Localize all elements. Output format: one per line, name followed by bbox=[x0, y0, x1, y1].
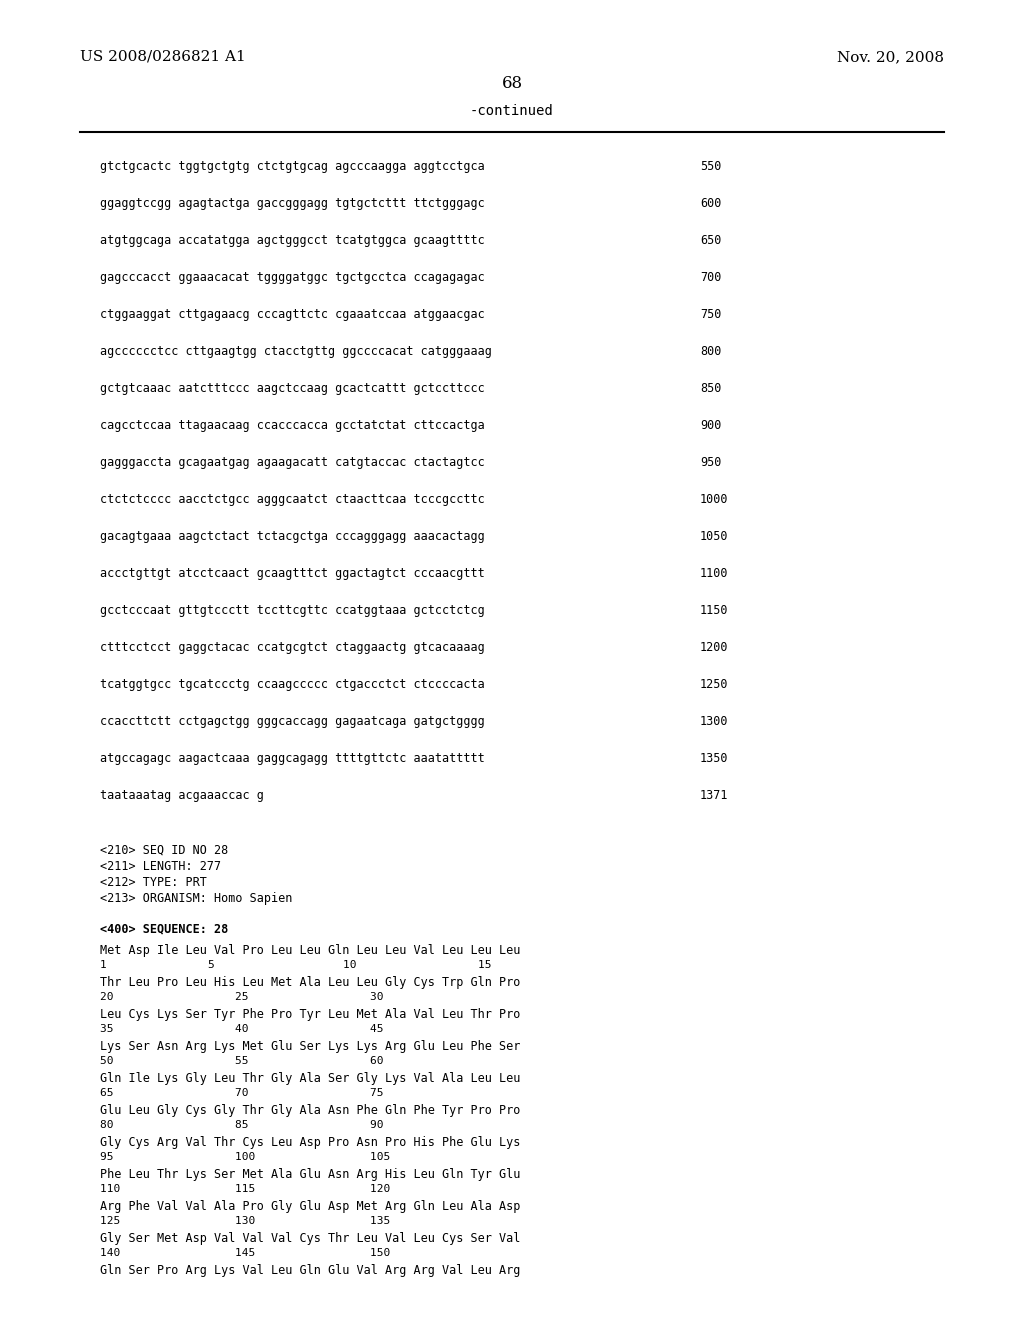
Text: tcatggtgcc tgcatccctg ccaagccccc ctgaccctct ctccccacta: tcatggtgcc tgcatccctg ccaagccccc ctgaccc… bbox=[100, 678, 484, 690]
Text: 35                  40                  45: 35 40 45 bbox=[100, 1024, 384, 1034]
Text: ctctctcccc aacctctgcc agggcaatct ctaacttcaa tcccgccttc: ctctctcccc aacctctgcc agggcaatct ctaactt… bbox=[100, 492, 484, 506]
Text: Met Asp Ile Leu Val Pro Leu Leu Gln Leu Leu Val Leu Leu Leu: Met Asp Ile Leu Val Pro Leu Leu Gln Leu … bbox=[100, 944, 520, 957]
Text: atgtggcaga accatatgga agctgggcct tcatgtggca gcaagttttc: atgtggcaga accatatgga agctgggcct tcatgtg… bbox=[100, 234, 484, 247]
Text: 1150: 1150 bbox=[700, 605, 728, 616]
Text: <400> SEQUENCE: 28: <400> SEQUENCE: 28 bbox=[100, 921, 228, 935]
Text: 950: 950 bbox=[700, 455, 721, 469]
Text: ccaccttctt cctgagctgg gggcaccagg gagaatcaga gatgctgggg: ccaccttctt cctgagctgg gggcaccagg gagaatc… bbox=[100, 715, 484, 729]
Text: 1300: 1300 bbox=[700, 715, 728, 729]
Text: 95                  100                 105: 95 100 105 bbox=[100, 1152, 390, 1162]
Text: ctttcctcct gaggctacac ccatgcgtct ctaggaactg gtcacaaaag: ctttcctcct gaggctacac ccatgcgtct ctaggaa… bbox=[100, 642, 484, 653]
Text: gagggaccta gcagaatgag agaagacatt catgtaccac ctactagtcc: gagggaccta gcagaatgag agaagacatt catgtac… bbox=[100, 455, 484, 469]
Text: 650: 650 bbox=[700, 234, 721, 247]
Text: taataaatag acgaaaccac g: taataaatag acgaaaccac g bbox=[100, 789, 264, 803]
Text: 110                 115                 120: 110 115 120 bbox=[100, 1184, 390, 1195]
Text: accctgttgt atcctcaact gcaagtttct ggactagtct cccaacgttt: accctgttgt atcctcaact gcaagtttct ggactag… bbox=[100, 568, 484, 579]
Text: 1371: 1371 bbox=[700, 789, 728, 803]
Text: gacagtgaaa aagctctact tctacgctga cccagggagg aaacactagg: gacagtgaaa aagctctact tctacgctga cccaggg… bbox=[100, 531, 484, 543]
Text: Glu Leu Gly Cys Gly Thr Gly Ala Asn Phe Gln Phe Tyr Pro Pro: Glu Leu Gly Cys Gly Thr Gly Ala Asn Phe … bbox=[100, 1104, 520, 1117]
Text: US 2008/0286821 A1: US 2008/0286821 A1 bbox=[80, 50, 246, 63]
Text: 65                  70                  75: 65 70 75 bbox=[100, 1088, 384, 1098]
Text: 50                  55                  60: 50 55 60 bbox=[100, 1056, 384, 1067]
Text: 1100: 1100 bbox=[700, 568, 728, 579]
Text: Leu Cys Lys Ser Tyr Phe Pro Tyr Leu Met Ala Val Leu Thr Pro: Leu Cys Lys Ser Tyr Phe Pro Tyr Leu Met … bbox=[100, 1008, 520, 1020]
Text: Phe Leu Thr Lys Ser Met Ala Glu Asn Arg His Leu Gln Tyr Glu: Phe Leu Thr Lys Ser Met Ala Glu Asn Arg … bbox=[100, 1168, 520, 1181]
Text: Gly Cys Arg Val Thr Cys Leu Asp Pro Asn Pro His Phe Glu Lys: Gly Cys Arg Val Thr Cys Leu Asp Pro Asn … bbox=[100, 1137, 520, 1148]
Text: <211> LENGTH: 277: <211> LENGTH: 277 bbox=[100, 861, 221, 873]
Text: Gly Ser Met Asp Val Val Val Cys Thr Leu Val Leu Cys Ser Val: Gly Ser Met Asp Val Val Val Cys Thr Leu … bbox=[100, 1232, 520, 1245]
Text: 900: 900 bbox=[700, 418, 721, 432]
Text: 550: 550 bbox=[700, 160, 721, 173]
Text: 700: 700 bbox=[700, 271, 721, 284]
Text: 1200: 1200 bbox=[700, 642, 728, 653]
Text: Thr Leu Pro Leu His Leu Met Ala Leu Leu Gly Cys Trp Gln Pro: Thr Leu Pro Leu His Leu Met Ala Leu Leu … bbox=[100, 975, 520, 989]
Text: gtctgcactc tggtgctgtg ctctgtgcag agcccaagga aggtcctgca: gtctgcactc tggtgctgtg ctctgtgcag agcccaa… bbox=[100, 160, 484, 173]
Text: Gln Ser Pro Arg Lys Val Leu Gln Glu Val Arg Arg Val Leu Arg: Gln Ser Pro Arg Lys Val Leu Gln Glu Val … bbox=[100, 1265, 520, 1276]
Text: <213> ORGANISM: Homo Sapien: <213> ORGANISM: Homo Sapien bbox=[100, 892, 293, 906]
Text: cagcctccaa ttagaacaag ccacccacca gcctatctat cttccactga: cagcctccaa ttagaacaag ccacccacca gcctatc… bbox=[100, 418, 484, 432]
Text: 600: 600 bbox=[700, 197, 721, 210]
Text: 140                 145                 150: 140 145 150 bbox=[100, 1247, 390, 1258]
Text: gctgtcaaac aatctttccc aagctccaag gcactcattt gctccttccc: gctgtcaaac aatctttccc aagctccaag gcactca… bbox=[100, 381, 484, 395]
Text: Arg Phe Val Val Ala Pro Gly Glu Asp Met Arg Gln Leu Ala Asp: Arg Phe Val Val Ala Pro Gly Glu Asp Met … bbox=[100, 1200, 520, 1213]
Text: 125                 130                 135: 125 130 135 bbox=[100, 1216, 390, 1226]
Text: Gln Ile Lys Gly Leu Thr Gly Ala Ser Gly Lys Val Ala Leu Leu: Gln Ile Lys Gly Leu Thr Gly Ala Ser Gly … bbox=[100, 1072, 520, 1085]
Text: 1350: 1350 bbox=[700, 752, 728, 766]
Text: agcccccctcc cttgaagtgg ctacctgttg ggccccacat catgggaaag: agcccccctcc cttgaagtgg ctacctgttg ggcccc… bbox=[100, 345, 492, 358]
Text: Nov. 20, 2008: Nov. 20, 2008 bbox=[837, 50, 944, 63]
Text: 1000: 1000 bbox=[700, 492, 728, 506]
Text: 1250: 1250 bbox=[700, 678, 728, 690]
Text: <212> TYPE: PRT: <212> TYPE: PRT bbox=[100, 876, 207, 888]
Text: ggaggtccgg agagtactga gaccgggagg tgtgctcttt ttctgggagc: ggaggtccgg agagtactga gaccgggagg tgtgctc… bbox=[100, 197, 484, 210]
Text: <210> SEQ ID NO 28: <210> SEQ ID NO 28 bbox=[100, 843, 228, 857]
Text: 20                  25                  30: 20 25 30 bbox=[100, 993, 384, 1002]
Text: 850: 850 bbox=[700, 381, 721, 395]
Text: gagcccacct ggaaacacat tggggatggc tgctgcctca ccagagagac: gagcccacct ggaaacacat tggggatggc tgctgcc… bbox=[100, 271, 484, 284]
Text: 68: 68 bbox=[502, 75, 522, 92]
Text: 750: 750 bbox=[700, 308, 721, 321]
Text: 1050: 1050 bbox=[700, 531, 728, 543]
Text: ctggaaggat cttgagaacg cccagttctc cgaaatccaa atggaacgac: ctggaaggat cttgagaacg cccagttctc cgaaatc… bbox=[100, 308, 484, 321]
Text: 1               5                   10                  15: 1 5 10 15 bbox=[100, 960, 492, 970]
Text: Lys Ser Asn Arg Lys Met Glu Ser Lys Lys Arg Glu Leu Phe Ser: Lys Ser Asn Arg Lys Met Glu Ser Lys Lys … bbox=[100, 1040, 520, 1053]
Text: -continued: -continued bbox=[470, 104, 554, 117]
Text: gcctcccaat gttgtccctt tccttcgttc ccatggtaaa gctcctctcg: gcctcccaat gttgtccctt tccttcgttc ccatggt… bbox=[100, 605, 484, 616]
Text: 80                  85                  90: 80 85 90 bbox=[100, 1119, 384, 1130]
Text: 800: 800 bbox=[700, 345, 721, 358]
Text: atgccagagc aagactcaaa gaggcagagg ttttgttctc aaatattttt: atgccagagc aagactcaaa gaggcagagg ttttgtt… bbox=[100, 752, 484, 766]
